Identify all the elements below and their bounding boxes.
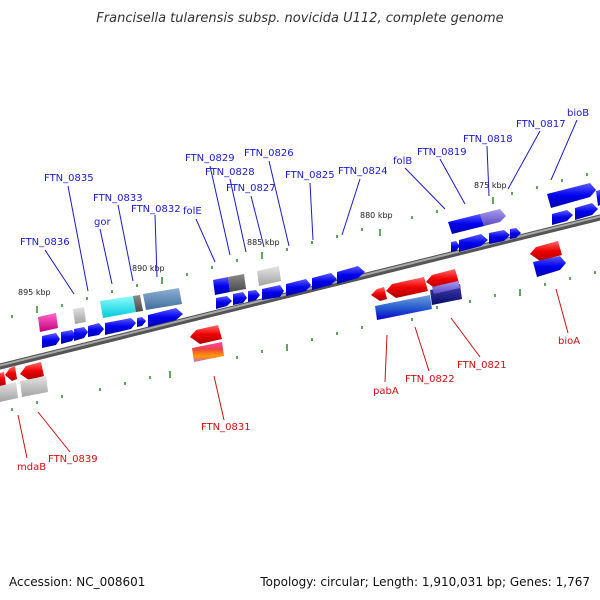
- gene-arrow[interactable]: [489, 230, 510, 244]
- gene-arrow[interactable]: [312, 273, 337, 290]
- gene-arrow[interactable]: [530, 241, 562, 261]
- gene-label-ftn-0818: FTN_0818: [463, 134, 513, 145]
- gene-block[interactable]: [20, 376, 48, 397]
- gene-arrow[interactable]: [552, 210, 573, 225]
- gene-arrow[interactable]: [148, 308, 183, 327]
- gene-arrow[interactable]: [262, 285, 284, 300]
- gene-label-ftn-0817: FTN_0817: [516, 119, 566, 130]
- gene-arrow[interactable]: [480, 209, 506, 226]
- gene-label-ftn-0822: FTN_0822: [405, 374, 455, 385]
- gene-arrow[interactable]: [596, 190, 600, 206]
- gene-label-ftn-0819: FTN_0819: [417, 147, 467, 158]
- reverse-genes[interactable]: [0, 241, 566, 402]
- scale-label-875: 875 kbp: [474, 181, 507, 190]
- gene-label-paba: pabA: [373, 386, 399, 397]
- gene-block[interactable]: [228, 274, 246, 292]
- gene-arrow[interactable]: [451, 241, 460, 252]
- accession-text: Accession: NC_008601: [9, 575, 146, 589]
- gene-arrow[interactable]: [74, 327, 88, 341]
- gene-label-ftn-0827: FTN_0827: [226, 183, 276, 194]
- gene-label-ftn-0833: FTN_0833: [93, 193, 143, 204]
- gene-label-ftn-0824: FTN_0824: [338, 166, 388, 177]
- gene-arrow[interactable]: [105, 318, 136, 335]
- gene-block[interactable]: [38, 313, 58, 332]
- gene-label-ftn-0836: FTN_0836: [20, 237, 70, 248]
- gene-block[interactable]: [375, 295, 432, 320]
- gene-arrow[interactable]: [386, 277, 428, 298]
- gene-arrow[interactable]: [190, 325, 222, 344]
- gene-arrow[interactable]: [286, 279, 311, 296]
- gene-label-gor: gor: [94, 217, 111, 228]
- gene-arrow[interactable]: [216, 296, 232, 309]
- gene-label-mdab: mdaB: [17, 462, 46, 473]
- reverse-gene-labels: mdaB FTN_0839 FTN_0831 pabA FTN_0822 FTN…: [17, 336, 580, 473]
- gene-label-ftn-0832: FTN_0832: [131, 204, 181, 215]
- gene-arrow[interactable]: [61, 330, 76, 344]
- gene-arrow[interactable]: [137, 317, 146, 327]
- gene-label-biob: bioB: [567, 108, 589, 119]
- gene-block[interactable]: [192, 342, 224, 362]
- gene-label-ftn-0821: FTN_0821: [457, 360, 507, 371]
- gene-block[interactable]: [257, 266, 281, 286]
- gene-arrow[interactable]: [42, 333, 60, 348]
- scale-label-880: 880 kbp: [360, 211, 393, 220]
- gene-block[interactable]: [133, 295, 143, 312]
- forward-leader-lines: [44, 119, 578, 295]
- gene-arrow[interactable]: [248, 290, 260, 302]
- gene-label-ftn-0826: FTN_0826: [244, 148, 294, 159]
- gene-block[interactable]: [73, 307, 86, 324]
- gene-label-ftn-0825: FTN_0825: [285, 170, 335, 181]
- gene-arrow[interactable]: [0, 372, 6, 386]
- scale-label-890: 890 kbp: [132, 264, 165, 273]
- gene-label-ftn-0829: FTN_0829: [185, 153, 235, 164]
- gene-arrow[interactable]: [575, 203, 598, 220]
- gene-label-bioa: bioA: [558, 336, 580, 347]
- gene-label-fole: folE: [183, 206, 202, 217]
- gene-arrow[interactable]: [459, 234, 488, 252]
- gene-block[interactable]: [432, 281, 460, 294]
- scale-label-895: 895 kbp: [18, 288, 51, 297]
- gene-label-ftn-0839: FTN_0839: [48, 454, 98, 465]
- forward-genes[interactable]: [42, 183, 600, 348]
- genome-summary-text: Topology: circular; Length: 1,910,031 bp…: [260, 575, 590, 589]
- gene-label-folb: folB: [393, 156, 412, 167]
- gene-block[interactable]: [100, 296, 136, 318]
- gene-arrow[interactable]: [547, 183, 596, 208]
- gene-arrow[interactable]: [371, 287, 387, 301]
- gene-arrow[interactable]: [233, 292, 247, 305]
- gene-arrow[interactable]: [448, 214, 484, 234]
- gene-arrow[interactable]: [337, 266, 365, 284]
- gene-label-ftn-0831: FTN_0831: [201, 422, 251, 433]
- gene-arrow[interactable]: [20, 362, 44, 380]
- gene-arrow[interactable]: [510, 228, 521, 239]
- gene-arrow[interactable]: [5, 366, 17, 381]
- gene-arrow[interactable]: [88, 323, 104, 337]
- map-title: Francisella tularensis subsp. novicida U…: [96, 11, 503, 26]
- gene-block[interactable]: [143, 288, 182, 310]
- gene-block[interactable]: [213, 277, 230, 295]
- gene-label-ftn-0828: FTN_0828: [205, 167, 255, 178]
- gene-label-ftn-0835: FTN_0835: [44, 173, 94, 184]
- forward-gene-labels: FTN_0836 FTN_0835 gor FTN_0833 FTN_0832 …: [20, 108, 589, 248]
- gene-arrow[interactable]: [533, 256, 566, 277]
- scale-ticks: [11, 173, 596, 411]
- reverse-leader-lines: [17, 288, 569, 459]
- gene-block[interactable]: [0, 382, 18, 402]
